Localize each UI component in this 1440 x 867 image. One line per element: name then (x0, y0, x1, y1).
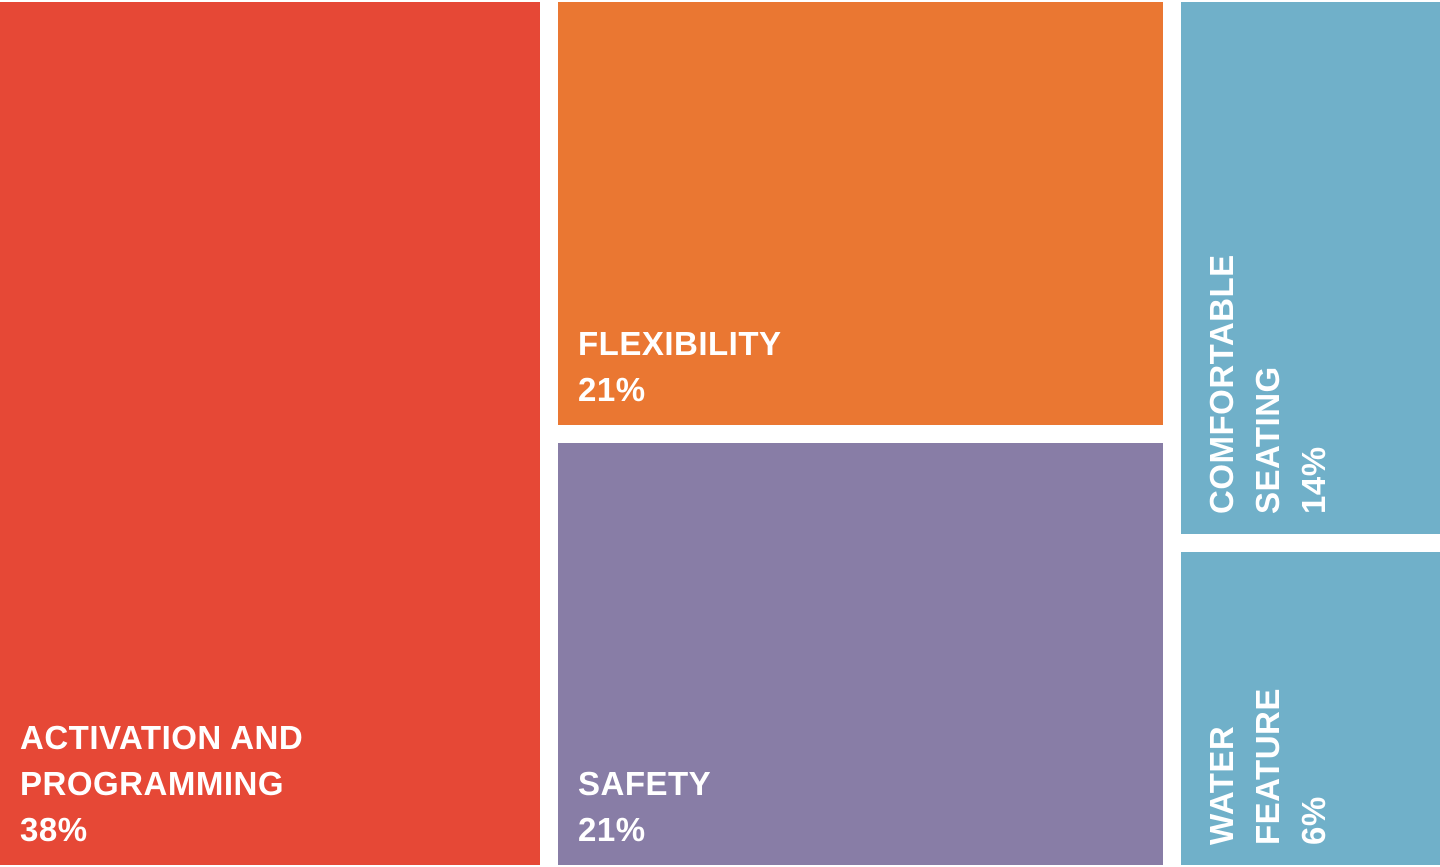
tile-label-line-1: SAFETY (578, 765, 712, 802)
tile-label-line-2: FEATURE (1249, 688, 1286, 845)
tile-value: 21% (578, 370, 646, 408)
tile-label-line-1: WATER (1203, 725, 1240, 845)
tile-text: WATER FEATURE 6% (1199, 688, 1337, 845)
tile-activation-and-programming: ACTIVATION AND PROGRAMMING 38% (0, 2, 540, 865)
tile-label-line-1: COMFORTABLE (1203, 254, 1240, 515)
tile-water-feature: WATER FEATURE 6% (1181, 552, 1440, 865)
tile-comfortable-seating: COMFORTABLE SEATING 14% (1181, 2, 1440, 535)
tile-flexibility: FLEXIBILITY 21% (558, 2, 1163, 425)
tile-label-line-2: PROGRAMMING (20, 765, 284, 802)
tile-text: COMFORTABLE SEATING 14% (1199, 255, 1337, 515)
tile-label-line-2: SEATING (1249, 366, 1286, 515)
tile-value: 21% (578, 811, 646, 848)
tile-text: ACTIVATION AND PROGRAMMING 38% (20, 715, 303, 853)
tile-value: 38% (20, 811, 88, 848)
tile-safety: SAFETY 21% (558, 442, 1163, 865)
tile-label-line-1: ACTIVATION AND (20, 719, 304, 756)
tile-text: SAFETY 21% (578, 761, 711, 853)
tile-text: FLEXIBILITY 21% (578, 321, 782, 413)
tile-value: 6% (1295, 796, 1332, 845)
tile-label-line-1: FLEXIBILITY (578, 324, 782, 362)
tile-value: 14% (1295, 446, 1332, 515)
